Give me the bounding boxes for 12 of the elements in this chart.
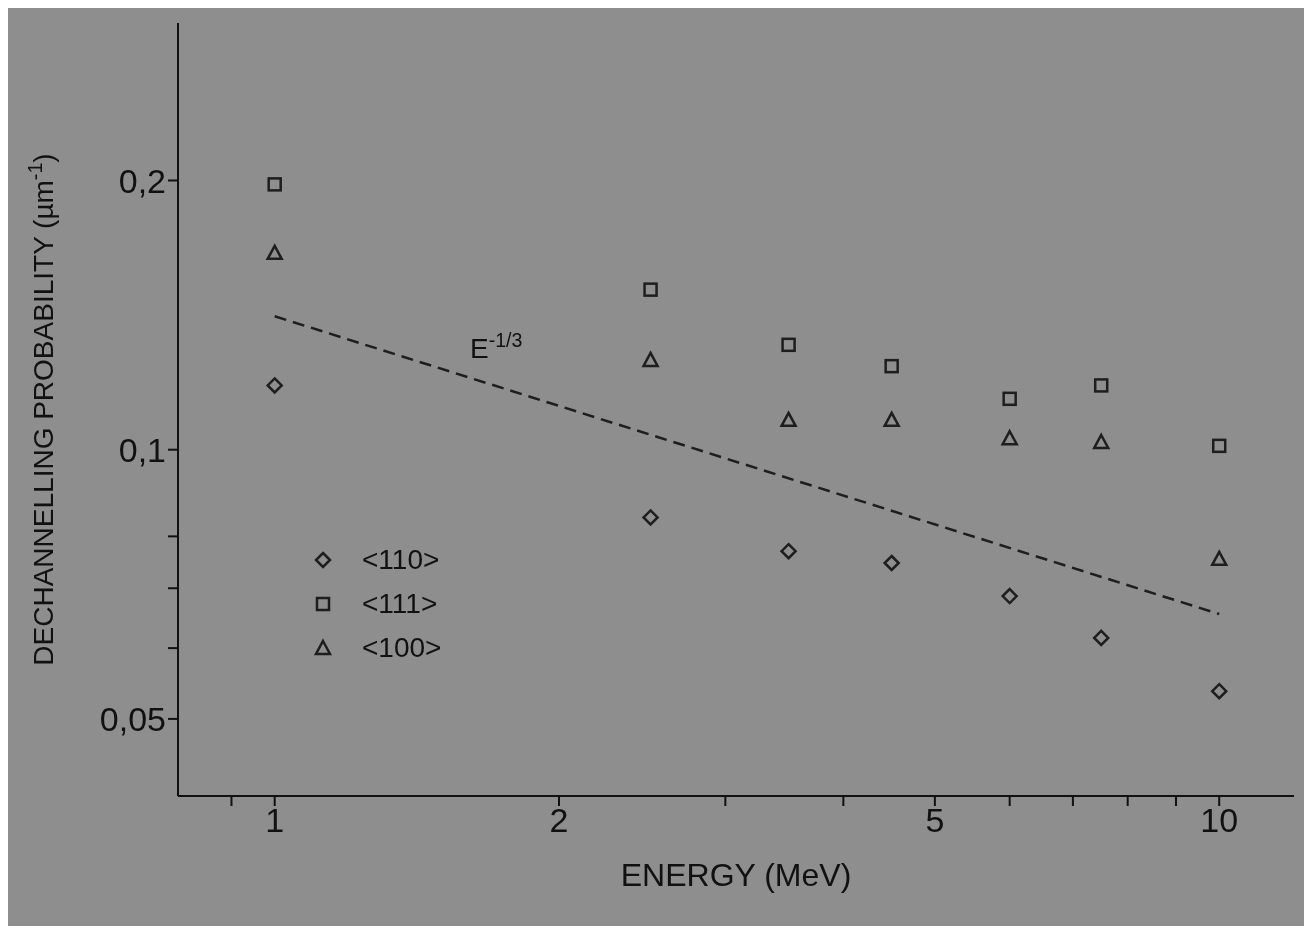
x-axis-title: ENERGY (MeV) [620, 857, 852, 893]
legend-label: <110> [362, 544, 440, 576]
x-tick-label: 1 [265, 801, 285, 840]
y-tick-label: 0,05 [99, 699, 166, 738]
x-tick-label: 5 [925, 801, 945, 840]
annotation: E$^{-1/3}$ [470, 329, 523, 364]
y-tick-label: 0,1 [118, 430, 166, 469]
legend-label: <111> [362, 588, 438, 620]
y-tick-label: 0,2 [118, 161, 166, 200]
x-tick-label: 2 [549, 801, 569, 840]
x-tick-label: 10 [1200, 801, 1239, 840]
legend-label: <100> [362, 632, 442, 664]
